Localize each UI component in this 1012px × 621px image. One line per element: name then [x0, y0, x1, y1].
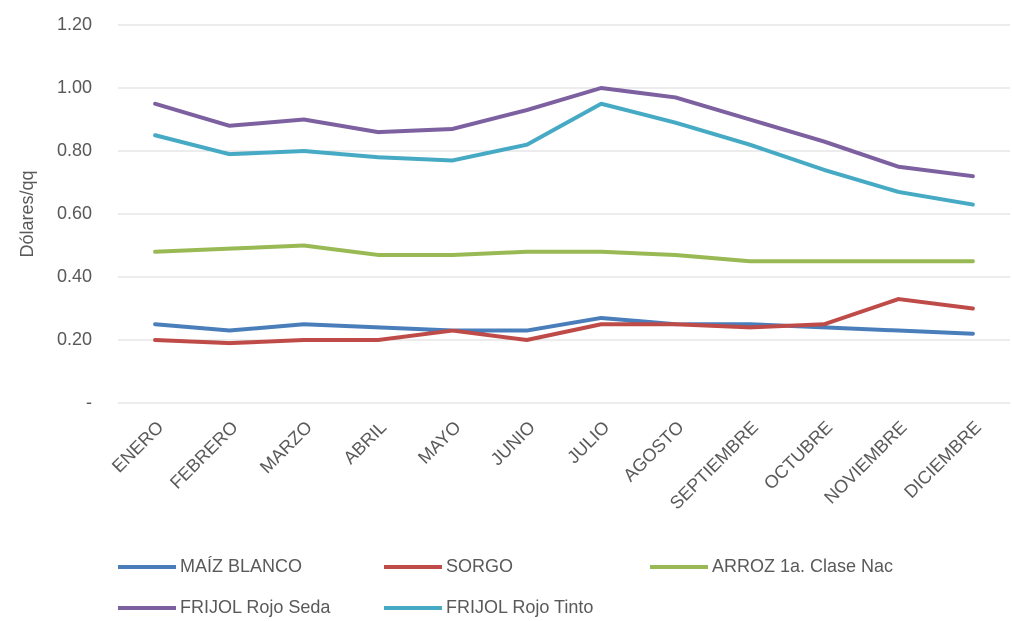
x-tick-label: JUNIO	[487, 417, 539, 469]
x-tick-label: ENERO	[108, 417, 167, 476]
legend-label: MAÍZ BLANCO	[180, 556, 302, 576]
y-tick-label: -	[86, 392, 92, 412]
y-tick-label: 0.60	[57, 203, 92, 223]
y-tick-label: 0.20	[57, 329, 92, 349]
x-tick-label: MARZO	[256, 417, 316, 477]
y-tick-label: 0.40	[57, 266, 92, 286]
y-tick-label: 0.80	[57, 140, 92, 160]
y-tick-label: 1.00	[57, 77, 92, 97]
x-tick-label: MAYO	[414, 417, 465, 468]
series-line	[153, 86, 975, 179]
x-tick-label: DICIEMBRE	[900, 417, 985, 502]
x-tick-label: OCTUBRE	[760, 417, 836, 493]
y-axis-label: Dólares/qq	[17, 170, 37, 257]
x-tick-label: AGOSTO	[619, 417, 687, 485]
x-tick-label: ABRIL	[339, 417, 390, 468]
series-line	[153, 297, 975, 346]
series-line	[153, 315, 975, 336]
y-tick-label: 1.20	[57, 14, 92, 34]
legend-label: SORGO	[446, 556, 513, 576]
x-tick-label: JULIO	[563, 417, 613, 467]
series-line	[153, 101, 975, 207]
legend-label: FRIJOL Rojo Tinto	[446, 597, 593, 617]
series-line	[153, 243, 975, 264]
x-tick-label: FEBRERO	[166, 417, 242, 493]
legend-label: ARROZ 1a. Clase Nac	[712, 556, 893, 576]
legend-label: FRIJOL Rojo Seda	[180, 597, 331, 617]
